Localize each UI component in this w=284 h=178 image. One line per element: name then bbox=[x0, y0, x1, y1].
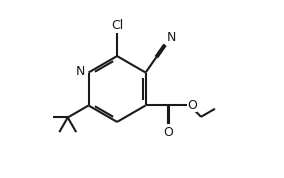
Text: N: N bbox=[166, 31, 176, 44]
Text: O: O bbox=[164, 126, 174, 139]
Text: O: O bbox=[187, 99, 197, 112]
Text: N: N bbox=[75, 65, 85, 78]
Text: Cl: Cl bbox=[111, 19, 123, 32]
